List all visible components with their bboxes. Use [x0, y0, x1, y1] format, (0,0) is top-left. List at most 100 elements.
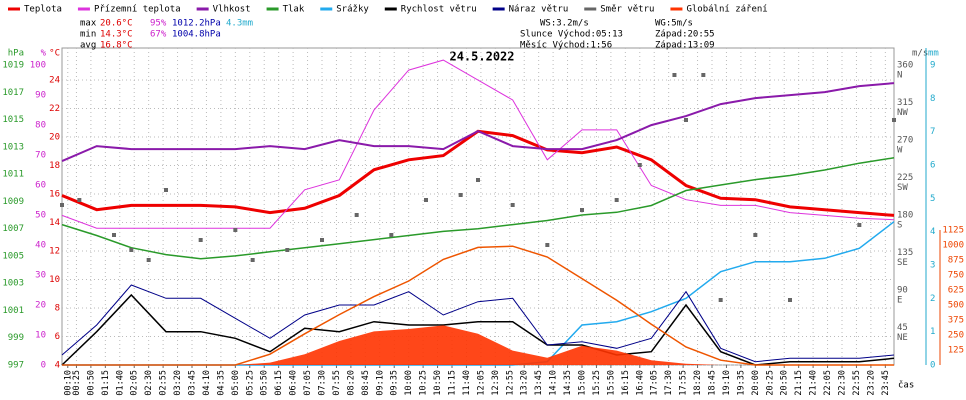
legend-label: Směr větru	[600, 5, 654, 15]
x-tick-label: 01:15	[101, 370, 111, 396]
x-tick-label: 04:35	[216, 370, 226, 396]
wind-direction-point	[458, 193, 463, 197]
wind-direction-point	[198, 238, 203, 242]
x-tick-label: 10:50	[433, 370, 443, 396]
y-tick-label: 12	[49, 247, 60, 257]
y-tick-label: 18	[49, 161, 60, 171]
x-tick-label: 04:10	[202, 370, 212, 396]
y-tick-label: 100	[30, 61, 46, 71]
x-tick-label: 06:40	[289, 370, 299, 396]
legend-label: Náraz větru	[509, 5, 569, 15]
y-tick-label: 40	[35, 241, 46, 251]
wind-direction-point	[250, 258, 255, 262]
x-tick-label: 05:25	[245, 370, 255, 396]
x-tick-label: 05:00	[231, 370, 241, 396]
y-tick-label: 22	[49, 104, 60, 114]
stat: 14.3°C	[100, 30, 133, 40]
x-tick-label: 13:45	[534, 370, 544, 396]
wind-direction-point	[285, 248, 290, 252]
x-tick-label: 12:55	[505, 370, 515, 396]
radiation-area	[62, 325, 894, 365]
x-tick-label: 22:30	[838, 370, 848, 396]
info: Západ:20:55	[655, 30, 715, 40]
x-tick-label: 14:35	[563, 370, 573, 396]
compass-label: S	[897, 221, 902, 231]
x-tick-label: 15:00	[578, 370, 588, 396]
x-tick-label: 11:15	[448, 370, 458, 396]
y-tick-label: 1005	[2, 251, 24, 261]
x-tick-label: 02:55	[159, 370, 169, 396]
stat: 95%	[150, 19, 167, 29]
y-tick-label: 3	[930, 261, 935, 271]
series-line	[61, 284, 895, 363]
x-tick-label: 16:15	[621, 370, 631, 396]
y-tick-label: 315	[897, 98, 913, 108]
x-tick-label: 07:05	[303, 370, 313, 396]
x-tick-label: 01:40	[115, 370, 125, 396]
y-tick-label: 225	[897, 173, 913, 183]
wind-direction-point	[510, 203, 515, 207]
x-tick-label: 17:05	[650, 370, 660, 396]
wind-direction-point	[233, 228, 238, 232]
chart-title: 24.5.2022	[449, 50, 514, 64]
x-tick-label: 22:55	[852, 370, 862, 396]
wind-direction-point	[545, 243, 550, 247]
legend-label: Vlhkost	[213, 5, 251, 15]
y-tick-label: 1019	[2, 61, 24, 71]
wind-direction-point	[701, 73, 706, 77]
x-tick-label: 02:05	[130, 370, 140, 396]
wind-direction-point	[580, 208, 584, 212]
wind-direction-point	[614, 198, 619, 202]
stat: 67%	[150, 30, 167, 40]
legend-label: Rychlost větru	[401, 5, 477, 15]
y-tick-label: 1	[930, 327, 935, 337]
axis-unit: %	[41, 49, 47, 59]
legend-label: Přízemní teplota	[94, 5, 181, 15]
info: WG:5m/s	[655, 19, 693, 29]
axis-unit: m/s	[912, 49, 928, 59]
y-tick-label: 6	[930, 161, 935, 171]
x-tick-label: 02:30	[144, 370, 154, 396]
info: WS:3.2m/s	[540, 19, 589, 29]
x-tick-label: 10:25	[419, 370, 429, 396]
y-tick-label: 10	[49, 275, 60, 285]
y-tick-label: 20	[49, 133, 60, 143]
wind-direction-point	[320, 238, 324, 242]
y-tick-label: 9	[930, 61, 935, 71]
wind-direction-point	[112, 233, 116, 237]
wind-direction-point	[60, 203, 64, 207]
y-tick-label: 250	[948, 331, 964, 341]
y-tick-label: 90	[897, 286, 908, 296]
info: Měsíc Východ:1:56	[520, 41, 612, 51]
y-tick-label: 625	[948, 286, 964, 296]
y-tick-label: 1009	[2, 197, 24, 207]
wind-direction-point	[164, 188, 168, 192]
x-unit: čas	[898, 380, 914, 391]
x-tick-label: 22:05	[823, 370, 833, 396]
y-tick-label: 16	[49, 190, 60, 200]
y-tick-label: 4	[55, 361, 60, 371]
y-tick-label: 6	[55, 332, 60, 342]
y-tick-label: 14	[49, 218, 60, 228]
stat: 1004.8hPa	[172, 30, 221, 40]
x-tick-label: 03:45	[188, 370, 198, 396]
x-tick-label: 00:10	[63, 370, 73, 396]
stat: max	[80, 19, 97, 29]
y-tick-label: 60	[35, 181, 46, 191]
compass-label: N	[897, 71, 902, 81]
y-tick-label: 80	[35, 121, 46, 131]
y-tick-label: 8	[55, 304, 60, 314]
legend-label: Srážky	[336, 5, 369, 15]
y-tick-label: 500	[948, 301, 964, 311]
series-line	[61, 157, 895, 260]
y-tick-label: 2	[930, 294, 935, 304]
wind-direction-point	[77, 198, 82, 202]
wind-direction-point	[718, 298, 723, 302]
y-tick-label: 1007	[2, 224, 24, 234]
y-tick-label: 1125	[942, 226, 964, 236]
compass-label: NW	[897, 108, 908, 118]
x-tick-label: 08:20	[346, 370, 356, 396]
x-tick-label: 11:40	[462, 370, 472, 396]
y-tick-label: 7	[930, 127, 935, 137]
